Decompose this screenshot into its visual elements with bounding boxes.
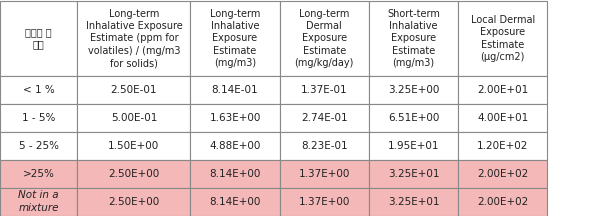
Bar: [77, 76, 190, 104]
Bar: [458, 76, 547, 104]
Text: Long-term
Inhalative Exposure
Estimate (ppm for
volatiles) / (mg/m3
for solids): Long-term Inhalative Exposure Estimate (…: [86, 8, 182, 68]
Text: 1.37E-01: 1.37E-01: [301, 85, 347, 95]
Bar: [190, 160, 280, 188]
Bar: [77, 160, 190, 188]
Text: 1 - 5%: 1 - 5%: [22, 113, 55, 123]
Bar: [458, 104, 547, 132]
Bar: [0, 132, 77, 160]
Bar: [190, 132, 280, 160]
Text: 4.00E+01: 4.00E+01: [477, 113, 528, 123]
Text: 8.14E+00: 8.14E+00: [209, 169, 261, 179]
Text: 2.50E+00: 2.50E+00: [108, 197, 159, 207]
Bar: [77, 132, 190, 160]
Bar: [369, 76, 458, 104]
Bar: [77, 188, 190, 216]
Bar: [0, 188, 77, 216]
Bar: [280, 76, 369, 104]
Text: 2.00E+02: 2.00E+02: [477, 197, 528, 207]
Bar: [458, 132, 547, 160]
Text: 4.88E+00: 4.88E+00: [209, 141, 261, 151]
Bar: [190, 76, 280, 104]
Bar: [369, 104, 458, 132]
Bar: [458, 188, 547, 216]
Text: 2.50E-01: 2.50E-01: [111, 85, 157, 95]
Text: Long-term
Dermal
Exposure
Estimate
(mg/kg/day): Long-term Dermal Exposure Estimate (mg/k…: [295, 8, 354, 68]
Bar: [369, 160, 458, 188]
Text: 5.00E-01: 5.00E-01: [111, 113, 157, 123]
Bar: [280, 1, 369, 76]
Text: 3.25E+01: 3.25E+01: [388, 169, 439, 179]
Bar: [0, 76, 77, 104]
Bar: [280, 104, 369, 132]
Text: Short-term
Inhalative
Exposure
Estimate
(mg/m3): Short-term Inhalative Exposure Estimate …: [387, 8, 440, 68]
Bar: [0, 1, 77, 76]
Text: 6.51E+00: 6.51E+00: [388, 113, 439, 123]
Text: 혼합물 내
농도: 혼합물 내 농도: [26, 27, 52, 49]
Text: >25%: >25%: [23, 169, 55, 179]
Text: < 1 %: < 1 %: [23, 85, 55, 95]
Bar: [280, 188, 369, 216]
Bar: [369, 132, 458, 160]
Text: 2.74E-01: 2.74E-01: [301, 113, 347, 123]
Bar: [77, 1, 190, 76]
Bar: [369, 188, 458, 216]
Text: 2.00E+02: 2.00E+02: [477, 169, 528, 179]
Bar: [280, 160, 369, 188]
Text: 1.20E+02: 1.20E+02: [477, 141, 528, 151]
Text: 8.14E-01: 8.14E-01: [212, 85, 258, 95]
Bar: [280, 132, 369, 160]
Text: Long-term
Inhalative
Exposure
Estimate
(mg/m3): Long-term Inhalative Exposure Estimate (…: [210, 8, 260, 68]
Text: 1.50E+00: 1.50E+00: [108, 141, 159, 151]
Text: Not in a
mixture: Not in a mixture: [18, 191, 59, 213]
Bar: [190, 1, 280, 76]
Bar: [0, 104, 77, 132]
Bar: [190, 104, 280, 132]
Bar: [458, 160, 547, 188]
Text: 2.00E+01: 2.00E+01: [477, 85, 528, 95]
Bar: [369, 1, 458, 76]
Text: 1.63E+00: 1.63E+00: [209, 113, 261, 123]
Text: 1.37E+00: 1.37E+00: [299, 169, 350, 179]
Text: 5 - 25%: 5 - 25%: [18, 141, 59, 151]
Text: 8.14E+00: 8.14E+00: [209, 197, 261, 207]
Bar: [77, 104, 190, 132]
Bar: [0, 160, 77, 188]
Text: 3.25E+00: 3.25E+00: [388, 85, 439, 95]
Text: 1.37E+00: 1.37E+00: [299, 197, 350, 207]
Text: 8.23E-01: 8.23E-01: [301, 141, 347, 151]
Bar: [458, 1, 547, 76]
Text: 2.50E+00: 2.50E+00: [108, 169, 159, 179]
Text: 3.25E+01: 3.25E+01: [388, 197, 439, 207]
Text: 1.95E+01: 1.95E+01: [388, 141, 439, 151]
Bar: [190, 188, 280, 216]
Text: Local Dermal
Exposure
Estimate
(μg/cm2): Local Dermal Exposure Estimate (μg/cm2): [471, 15, 535, 62]
